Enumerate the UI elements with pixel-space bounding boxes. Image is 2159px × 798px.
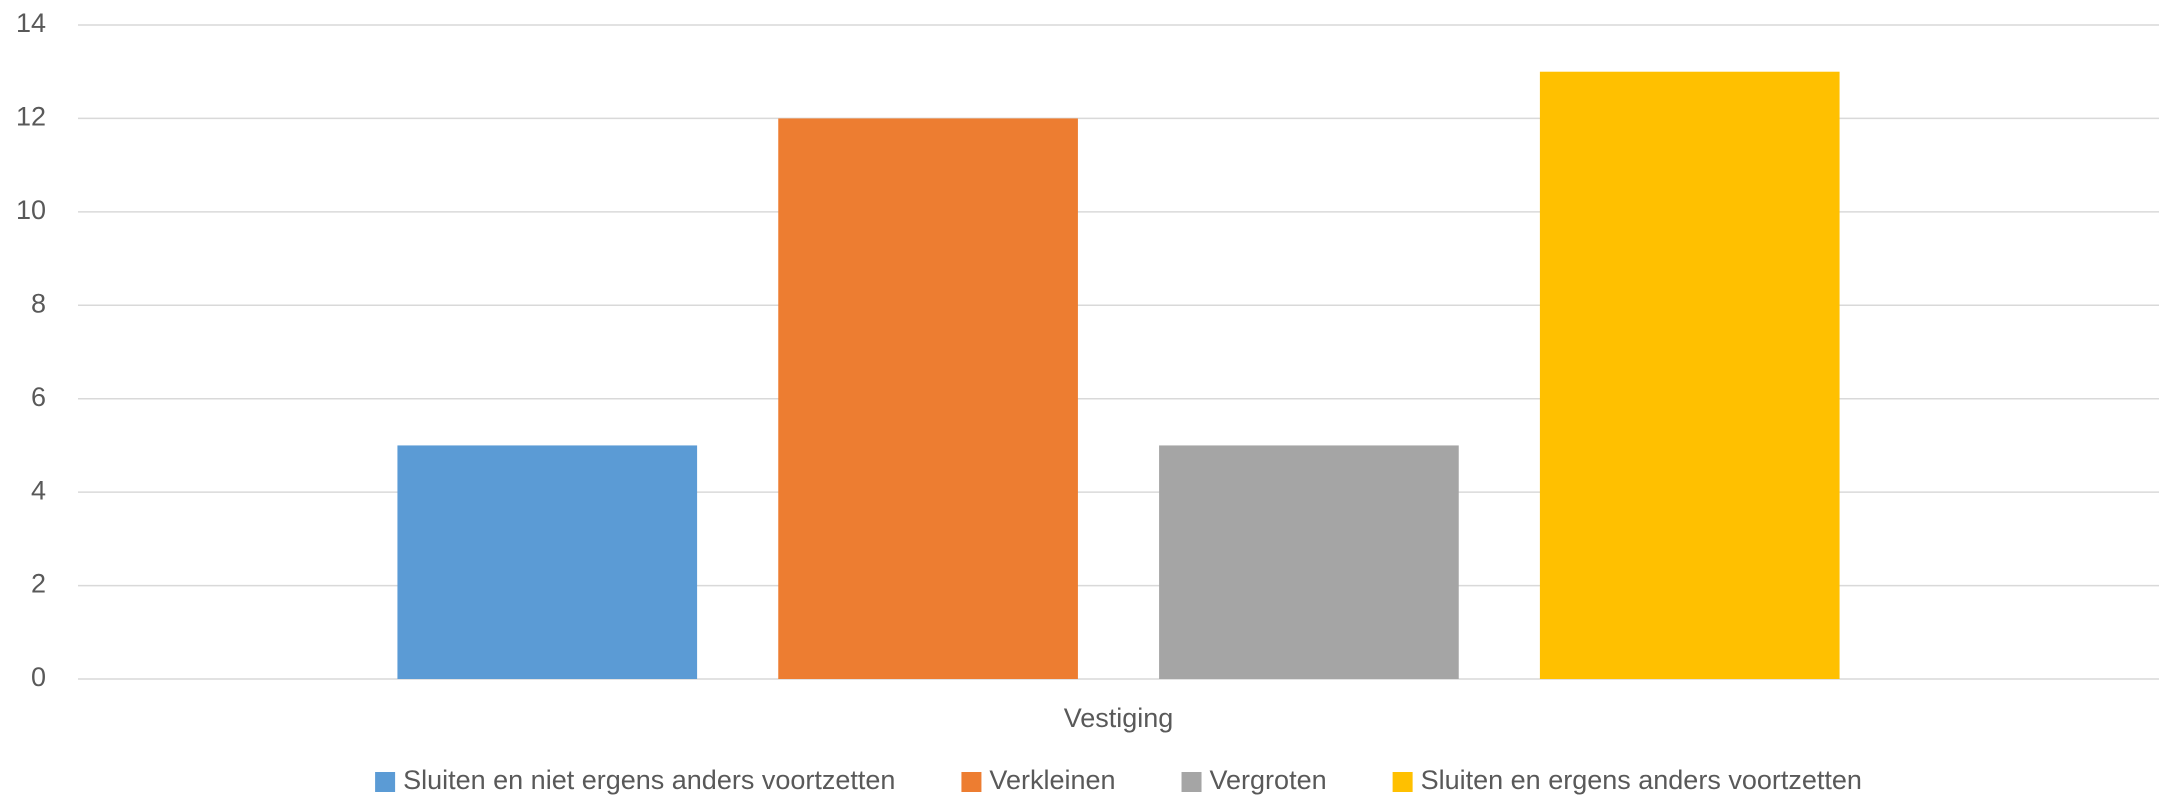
legend-label: Vergroten [1210,765,1327,795]
y-tick-label: 12 [16,102,46,132]
y-tick-label: 0 [31,662,46,692]
y-tick-label: 2 [31,569,46,599]
legend-label: Sluiten en niet ergens anders voortzette… [403,765,895,795]
legend-swatch [1181,772,1202,792]
bar [397,445,698,679]
legend-label: Sluiten en ergens anders voortzetten [1421,765,1862,795]
y-tick-label: 10 [16,195,46,225]
bar [778,118,1078,679]
y-tick-label: 8 [31,288,46,318]
legend-label: Verkleinen [989,765,1115,795]
legend-swatch [961,772,982,792]
y-tick-label: 6 [31,382,46,412]
bar [1539,71,1840,679]
legend-swatch [1392,772,1413,792]
x-tick-label: Vestiging [1064,703,1174,733]
y-tick-label: 14 [16,8,46,38]
legend-swatch [375,772,396,792]
y-tick-label: 4 [31,475,46,505]
bar [1159,445,1459,679]
